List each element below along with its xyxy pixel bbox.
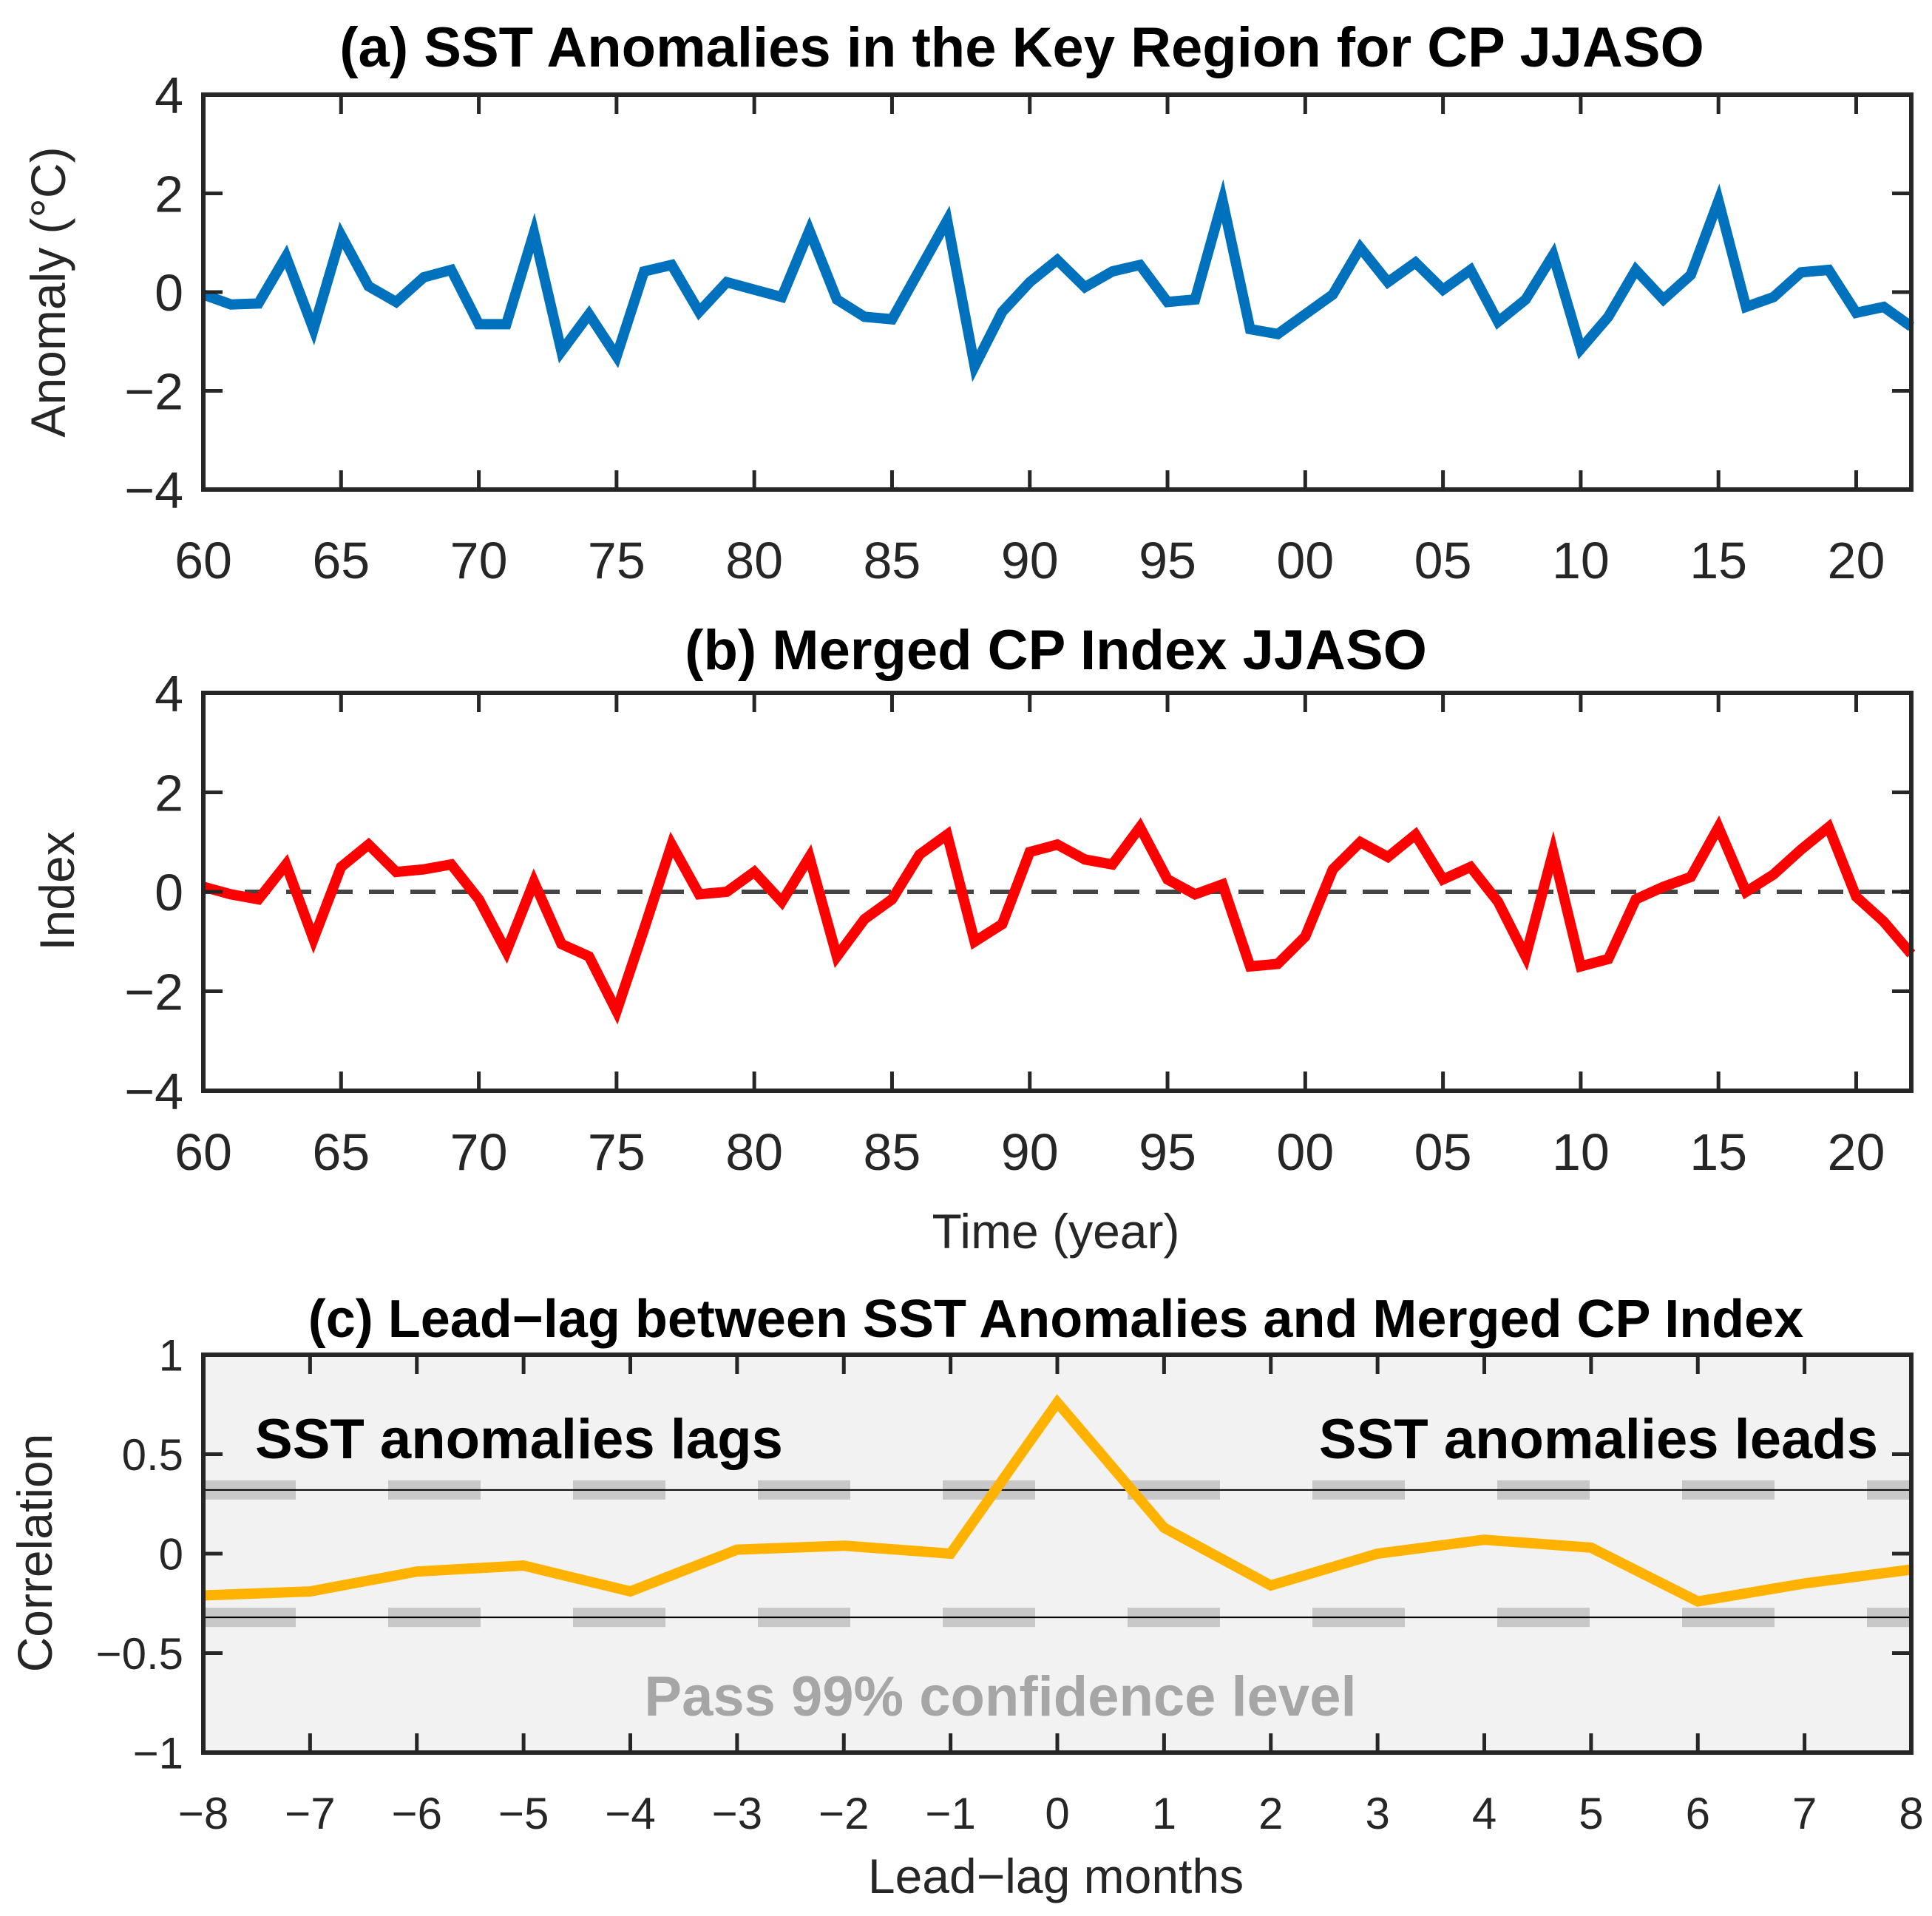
panel-c-annotation-confidence: Pass 99% confidence level (644, 1665, 1356, 1728)
panel-c-lead-lag: (c) Lead−lag between SST Anomalies and M… (7, 1290, 1924, 1903)
x-tick-label: 65 (312, 532, 370, 589)
x-tick-label: 15 (1689, 532, 1747, 589)
panel-a-x-ticks: 60 65 70 75 80 85 90 95 00 05 10 15 20 (174, 95, 1885, 589)
panel-c-y-axis-label: Correlation (7, 1434, 62, 1673)
x-tick-label: 65 (312, 1123, 370, 1181)
panel-c-x-axis-label: Lead−lag months (868, 1849, 1244, 1903)
x-tick-label: 8 (1899, 1789, 1923, 1838)
x-tick-label: −4 (605, 1789, 655, 1838)
panel-c-axes (203, 1355, 1911, 1753)
panel-b-axes (203, 693, 1911, 1091)
x-tick-label: 5 (1579, 1789, 1603, 1838)
y-tick-label: 0.5 (122, 1430, 183, 1480)
x-tick-label: 1 (1152, 1789, 1176, 1838)
y-tick-label: −1 (133, 1729, 183, 1778)
x-tick-label: −2 (818, 1789, 869, 1838)
panel-b-x-ticks: 60 65 70 75 80 85 90 95 00 05 10 15 20 (174, 693, 1885, 1181)
y-tick-label: 2 (155, 166, 183, 223)
panel-c-y-ticks: −1 −0.5 0 0.5 1 (96, 1331, 1911, 1778)
x-tick-label: 60 (174, 1123, 232, 1181)
panel-b-y-axis-label: Index (30, 831, 84, 950)
x-tick-label: 20 (1828, 1123, 1885, 1181)
x-tick-label: 10 (1552, 532, 1610, 589)
x-tick-label: 70 (450, 1123, 508, 1181)
panel-a-y-axis-label: Anomaly (°C) (21, 146, 75, 437)
x-tick-label: 00 (1276, 532, 1334, 589)
y-tick-label: −4 (124, 1063, 183, 1120)
y-tick-label: −2 (124, 964, 183, 1021)
x-tick-label: 00 (1276, 1123, 1334, 1181)
panel-b-x-axis-label: Time (year) (932, 1204, 1180, 1259)
panel-c-x-ticks: −8 −7 −6 −5 −4 −3 −2 −1 0 1 2 3 4 5 6 7 8 (178, 1355, 1924, 1838)
y-tick-label: 4 (155, 67, 183, 124)
x-tick-label: 3 (1365, 1789, 1389, 1838)
x-tick-label: 95 (1139, 532, 1196, 589)
y-tick-label: 0 (155, 864, 183, 921)
panel-b-title: (b) Merged CP Index JJASO (685, 619, 1427, 682)
y-tick-label: 0 (159, 1530, 183, 1580)
x-tick-label: 05 (1414, 1123, 1472, 1181)
x-tick-label: 80 (725, 532, 783, 589)
y-tick-label: 2 (155, 765, 183, 822)
panel-c-plot-area (203, 1355, 1911, 1753)
x-tick-label: 70 (450, 532, 508, 589)
x-tick-label: 05 (1414, 532, 1472, 589)
panel-b-merged-cp-index: (b) Merged CP Index JJASO Index Time (ye… (30, 619, 1916, 1259)
x-tick-label: 10 (1552, 1123, 1610, 1181)
x-tick-label: 7 (1792, 1789, 1817, 1838)
panel-c-annotation-lags: SST anomalies lags (255, 1408, 783, 1471)
x-tick-label: 85 (864, 1123, 921, 1181)
x-tick-label: 6 (1686, 1789, 1710, 1838)
x-tick-label: 20 (1828, 532, 1885, 589)
x-tick-label: 0 (1045, 1789, 1069, 1838)
x-tick-label: 85 (864, 532, 921, 589)
y-tick-label: 0 (155, 264, 183, 322)
panel-c-annotation-leads: SST anomalies leads (1319, 1408, 1878, 1471)
x-tick-label: −8 (178, 1789, 228, 1838)
x-tick-label: 75 (588, 532, 645, 589)
x-tick-label: 15 (1689, 1123, 1747, 1181)
y-tick-label: 1 (159, 1331, 183, 1381)
x-tick-label: 80 (725, 1123, 783, 1181)
x-tick-label: 90 (1001, 532, 1059, 589)
x-tick-label: −6 (392, 1789, 442, 1838)
x-tick-label: 95 (1139, 1123, 1196, 1181)
x-tick-label: 60 (174, 532, 232, 589)
x-tick-label: 75 (588, 1123, 645, 1181)
x-tick-label: 2 (1258, 1789, 1283, 1838)
panel-a-title: (a) SST Anomalies in the Key Region for … (339, 16, 1704, 79)
x-tick-label: −1 (925, 1789, 975, 1838)
x-tick-label: 4 (1472, 1789, 1497, 1838)
x-tick-label: −3 (712, 1789, 762, 1838)
x-tick-label: 90 (1001, 1123, 1059, 1181)
panel-a-sst-anomalies: (a) SST Anomalies in the Key Region for … (21, 16, 1915, 589)
panel-a-y-ticks: −4 −2 0 2 4 (124, 67, 1911, 519)
y-tick-label: −4 (124, 461, 183, 519)
y-tick-label: −2 (124, 363, 183, 421)
y-tick-label: 4 (155, 665, 183, 722)
panel-c-title: (c) Lead−lag between SST Anomalies and M… (308, 1290, 1804, 1349)
x-tick-label: −7 (285, 1789, 335, 1838)
y-tick-label: −0.5 (96, 1629, 183, 1679)
x-tick-label: −5 (498, 1789, 549, 1838)
panel-b-y-ticks: −4 −2 0 2 4 (124, 665, 1911, 1120)
